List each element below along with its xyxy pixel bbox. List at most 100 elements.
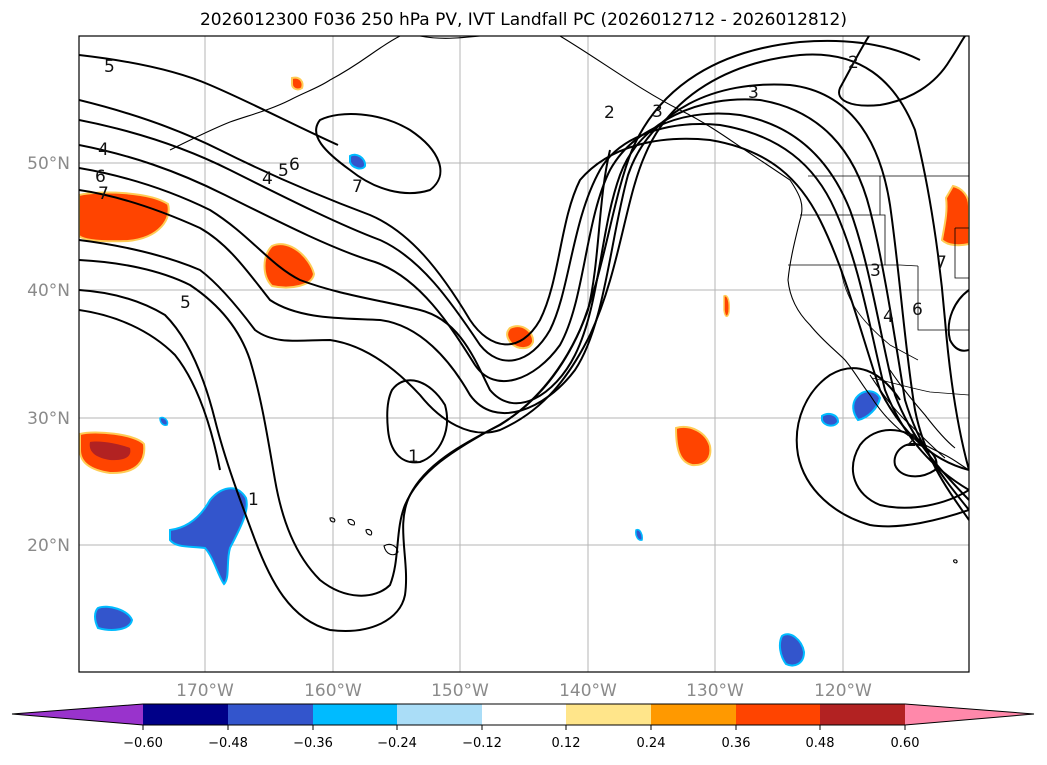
blob-negative-small-baja: [821, 413, 840, 427]
map-title: 2026012300 F036 250 hPa PV, IVT Landfall…: [199, 10, 847, 30]
contour-label: 1: [248, 490, 259, 510]
contour-line-5: [79, 98, 969, 511]
coastlines: [169, 36, 969, 564]
colorbar-seg-7: [651, 704, 736, 725]
blob-negative-tiny-2: [635, 528, 643, 541]
us-mexico-border: [871, 377, 969, 396]
contour-label: 6: [289, 155, 300, 175]
cb-tick-label: 0.12: [552, 736, 581, 751]
lon-label-170w: 170°W: [176, 681, 234, 701]
contour-label: 7: [936, 253, 947, 273]
contour-line-17: [79, 309, 221, 471]
contour-label: 3: [748, 83, 759, 103]
blob-positive-hawaii-north: [263, 243, 316, 289]
alaska-aleutian-coast: [169, 36, 401, 151]
colorbar-tick-labels: −0.60 −0.48 −0.36 −0.24 −0.12 0.12 0.24 …: [123, 736, 919, 751]
contour-label: 3: [652, 102, 663, 122]
contour-label: 5: [180, 293, 191, 313]
contour-line-3: [79, 119, 969, 491]
state-border-4: [917, 266, 969, 331]
blob-negative-tiny-1: [159, 416, 169, 426]
colorbar-seg-0: [12, 704, 143, 725]
shaded-regions: [79, 76, 969, 667]
cb-tick-label: −0.12: [462, 736, 502, 751]
contour-line-2: [79, 99, 969, 471]
contour-label: 2: [848, 53, 859, 73]
contour-line-14: [893, 442, 938, 478]
blob-positive-east: [940, 184, 969, 247]
contour-line-10: [386, 379, 448, 464]
contour-line-13: [851, 429, 969, 509]
state-border-3: [839, 264, 919, 361]
contour-label: 1: [408, 447, 419, 467]
colorbar-seg-8: [736, 704, 820, 725]
state-border-1: [788, 264, 919, 267]
colorbar: −0.60 −0.48 −0.36 −0.24 −0.12 0.12 0.24 …: [11, 703, 1035, 751]
gridlines: [79, 36, 969, 672]
contour-labels: 5 4 6 7 4 5 6 7 5 2 3 3 2 1 1 3 4 6 7 2: [95, 53, 947, 510]
lat-label-40n: 40°N: [27, 281, 70, 301]
contour-line-9: [79, 149, 611, 632]
contour-line-16: [947, 289, 969, 352]
contour-label: 6: [95, 167, 106, 187]
colorbar-seg-2: [228, 704, 313, 725]
lon-label-130w: 130°W: [686, 681, 744, 701]
contour-line-4: [79, 112, 969, 501]
contour-line-7: [79, 53, 969, 471]
cb-tick-label: −0.48: [208, 736, 248, 751]
contour-line-15: [838, 36, 966, 107]
cb-tick-label: 0.48: [806, 736, 835, 751]
contour-line-8: [79, 39, 921, 597]
lon-label-150w: 150°W: [431, 681, 489, 701]
guadalupe-island: [953, 559, 958, 564]
contour-label: 6: [912, 300, 923, 320]
hawaii-island-maui: [365, 528, 373, 536]
gulf-of-california-coast: [889, 369, 956, 449]
state-border-6: [954, 227, 969, 279]
contour-label: 7: [98, 184, 109, 204]
hawaii-island-oahu: [347, 518, 356, 526]
colorbar-seg-5: [482, 704, 566, 725]
blob-positive-thin: [723, 294, 730, 317]
lat-label-30n: 30°N: [27, 409, 70, 429]
colorbar-seg-4: [397, 704, 482, 725]
contour-line-12: [795, 367, 969, 528]
state-border-2: [840, 214, 886, 265]
colorbar-seg-6: [566, 704, 651, 725]
map-area: [79, 36, 969, 672]
contour-label: 4: [98, 140, 109, 160]
contour-label: 7: [352, 177, 363, 197]
contour-line-1: [79, 54, 339, 146]
blob-negative-baja: [852, 390, 882, 422]
contour-label: 2: [604, 103, 615, 123]
cb-tick-label: −0.24: [377, 736, 417, 751]
map-frame: [78, 35, 970, 673]
blob-strong-southwest: [89, 441, 131, 461]
north-america-west-coast: [559, 36, 969, 471]
blob-positive-south-central: [674, 426, 712, 467]
blob-positive-west: [79, 191, 170, 243]
latitude-labels: 50°N 40°N 30°N 20°N: [27, 154, 70, 556]
cb-tick-label: 0.24: [637, 736, 666, 751]
contour-label: 5: [104, 57, 115, 77]
blob-negative-hawaii-west: [169, 487, 248, 586]
cb-tick-label: 0.60: [891, 736, 920, 751]
longitude-labels: 170°W 160°W 150°W 140°W 130°W 120°W: [176, 681, 872, 701]
hawaii-big-island: [383, 543, 399, 556]
colorbar-seg-3: [313, 704, 397, 725]
cb-tick-label: −0.60: [123, 736, 163, 751]
borders: [788, 175, 969, 396]
lon-label-120w: 120°W: [814, 681, 872, 701]
lat-label-50n: 50°N: [27, 154, 70, 174]
hawaii-island-kauai: [329, 517, 336, 523]
lon-label-140w: 140°W: [559, 681, 617, 701]
contour-label: 4: [883, 307, 894, 327]
colorbar-seg-1: [143, 704, 228, 725]
baja-california-coast: [869, 374, 946, 459]
colorbar-ticks: [142, 725, 906, 730]
cb-tick-label: 0.36: [722, 736, 751, 751]
blob-negative-southwest: [94, 605, 134, 631]
contour-line-11: [315, 113, 442, 194]
blob-negative-south: [778, 633, 806, 667]
